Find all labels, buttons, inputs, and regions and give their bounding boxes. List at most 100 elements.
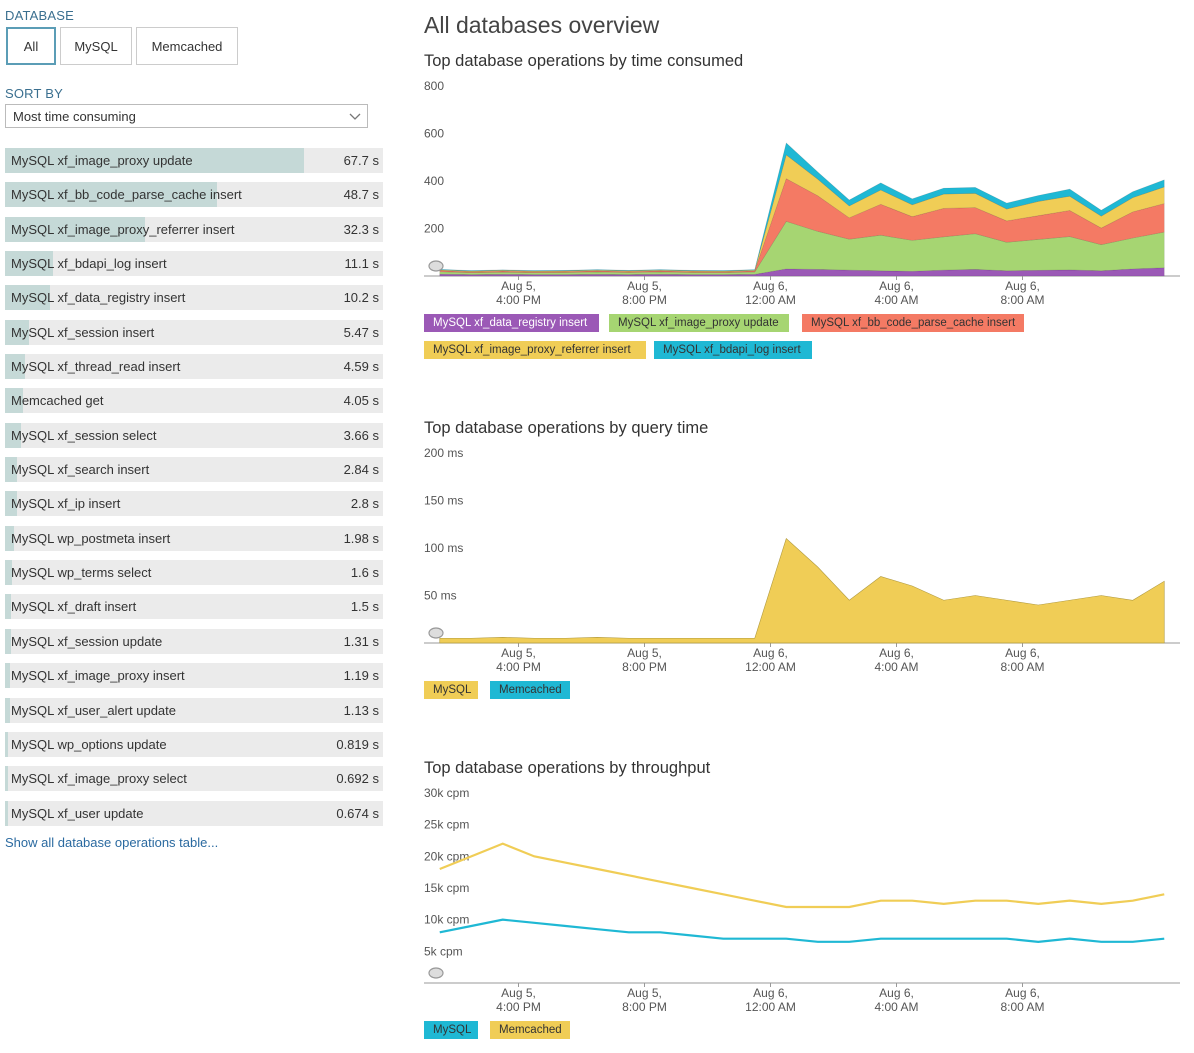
operation-value: 4.05 s: [343, 393, 379, 409]
operation-name: MySQL xf_image_proxy_referrer insert: [11, 221, 235, 237]
operation-value: 1.5 s: [350, 599, 379, 615]
operation-name: MySQL xf_draft insert: [11, 599, 137, 615]
operation-row[interactable]: MySQL xf_draft insert 1.5 s: [5, 594, 383, 620]
x-tick-label: Aug 6, 4:00 AM: [874, 643, 919, 674]
legend-item[interactable]: Memcached: [490, 681, 570, 699]
operation-value: 10.2 s: [343, 290, 379, 306]
operation-row[interactable]: MySQL xf_thread_read insert 4.59 s: [5, 354, 383, 380]
zoom-handle-icon: [428, 627, 444, 639]
filter-memcached-button[interactable]: Memcached: [136, 27, 238, 65]
operation-name: MySQL xf_thread_read insert: [11, 359, 181, 375]
operation-row[interactable]: MySQL wp_options update 0.819 s: [5, 731, 383, 757]
operation-bar-fill: [5, 354, 26, 380]
operation-row[interactable]: MySQL xf_user_alert update 1.13 s: [5, 697, 383, 723]
operation-row[interactable]: MySQL xf_session update 1.31 s: [5, 628, 383, 654]
operation-bar-fill: [5, 800, 9, 826]
legend-item[interactable]: MySQL xf_image_proxy_referrer insert: [424, 341, 646, 359]
operation-row[interactable]: MySQL xf_ip insert 2.8 s: [5, 491, 383, 517]
zoom-handle-icon: [428, 967, 444, 979]
operation-row[interactable]: MySQL xf_image_proxy update 67.7 s: [5, 148, 383, 173]
x-tick-label: Aug 6, 12:00 AM: [745, 643, 796, 674]
legend-item[interactable]: MySQL: [424, 1021, 478, 1039]
x-tick-label: Aug 6, 8:00 AM: [1000, 643, 1045, 674]
x-tick-text: Aug 5, 4:00 PM: [496, 646, 541, 674]
operation-row[interactable]: MySQL xf_bdapi_log insert 11.1 s: [5, 251, 383, 277]
x-tick-label: Aug 5, 4:00 PM: [496, 983, 541, 1014]
x-tick-text: Aug 5, 8:00 PM: [622, 279, 667, 307]
operation-row[interactable]: MySQL wp_postmeta insert 1.98 s: [5, 525, 383, 551]
x-tick-text: Aug 6, 12:00 AM: [745, 279, 796, 307]
operation-bar-fill: [5, 216, 145, 242]
legend-item[interactable]: MySQL xf_data_registry insert: [424, 314, 599, 332]
operation-name: MySQL xf_session update: [11, 633, 163, 649]
legend-item[interactable]: Memcached: [490, 1021, 570, 1039]
y-tick-label: 30k cpm: [424, 786, 469, 800]
sort-select[interactable]: Most time consuming: [5, 104, 368, 128]
x-tick-text: Aug 5, 8:00 PM: [622, 986, 667, 1014]
operation-value: 1.98 s: [343, 530, 379, 546]
operation-bar-fill: [5, 525, 14, 551]
x-tick-label: Aug 5, 4:00 PM: [496, 276, 541, 307]
show-all-operations-link[interactable]: Show all database operations table...: [5, 835, 219, 850]
operation-row[interactable]: MySQL xf_user update 0.674 s: [5, 800, 383, 826]
area-series-3: [439, 154, 1165, 273]
filter-all-button[interactable]: All: [6, 27, 56, 65]
x-tick-text: Aug 6, 8:00 AM: [1000, 646, 1044, 674]
operation-row[interactable]: MySQL xf_data_registry insert 10.2 s: [5, 285, 383, 311]
operation-row[interactable]: MySQL xf_image_proxy insert 1.19 s: [5, 663, 383, 689]
operation-value: 3.66 s: [343, 427, 379, 443]
legend-item[interactable]: MySQL xf_bdapi_log insert: [654, 341, 812, 359]
y-tick-label: 400: [424, 174, 444, 188]
x-tick-label: Aug 5, 8:00 PM: [622, 643, 667, 674]
operation-name: MySQL xf_search insert: [11, 462, 150, 478]
operation-bar-fill: [5, 388, 23, 414]
y-tick-label: 600: [424, 127, 444, 141]
legend-item[interactable]: MySQL: [424, 681, 478, 699]
operation-name: MySQL xf_data_registry insert: [11, 290, 186, 306]
operation-name: MySQL xf_image_proxy insert: [11, 668, 185, 684]
operation-row[interactable]: MySQL xf_session select 3.66 s: [5, 422, 383, 448]
operation-row[interactable]: MySQL xf_search insert 2.84 s: [5, 457, 383, 483]
x-tick-text: Aug 6, 8:00 AM: [1000, 279, 1044, 307]
operation-value: 4.59 s: [343, 359, 379, 375]
operation-value: 11.1 s: [344, 256, 379, 272]
x-tick-label: Aug 6, 12:00 AM: [745, 983, 796, 1014]
operation-bar-fill: [5, 766, 9, 792]
operation-value: 0.692 s: [336, 771, 379, 787]
operation-bar-fill: [5, 491, 18, 517]
operation-name: Memcached get: [11, 393, 104, 409]
operation-row[interactable]: MySQL xf_image_proxy select 0.692 s: [5, 766, 383, 792]
operation-value: 67.7 s: [343, 153, 379, 168]
y-tick-label: 200 ms: [424, 446, 463, 460]
x-tick-text: Aug 5, 8:00 PM: [622, 646, 667, 674]
operation-value: 1.31 s: [343, 633, 379, 649]
x-tick-label: Aug 5, 8:00 PM: [622, 276, 667, 307]
x-tick-text: Aug 6, 8:00 AM: [1000, 986, 1044, 1014]
operation-name: MySQL xf_image_proxy select: [11, 771, 187, 787]
operation-name: MySQL xf_session select: [11, 427, 157, 443]
legend-item[interactable]: MySQL xf_image_proxy update: [609, 314, 789, 332]
operation-row[interactable]: MySQL xf_bb_code_parse_cache insert 48.7 …: [5, 182, 383, 208]
y-tick-label: 5k cpm: [424, 944, 463, 958]
x-tick-label: Aug 5, 4:00 PM: [496, 643, 541, 674]
filter-mysql-button[interactable]: MySQL: [60, 27, 132, 65]
operation-row[interactable]: MySQL wp_terms select 1.6 s: [5, 560, 383, 586]
operation-row[interactable]: MySQL xf_session insert 5.47 s: [5, 319, 383, 345]
database-filter: All MySQL Memcached: [6, 27, 238, 65]
operation-bar-fill: [5, 285, 50, 311]
y-tick-label: 10k cpm: [424, 913, 469, 927]
y-tick-label: 50 ms: [424, 589, 457, 603]
operation-row[interactable]: Memcached get 4.05 s: [5, 388, 383, 414]
operation-name: MySQL xf_user update: [11, 805, 144, 821]
operation-value: 0.674 s: [336, 805, 379, 821]
operation-value: 2.8 s: [350, 496, 379, 512]
x-tick-label: Aug 6, 4:00 AM: [874, 276, 919, 307]
y-tick-label: 100 ms: [424, 541, 463, 555]
operation-name: MySQL wp_postmeta insert: [11, 530, 171, 546]
y-tick-label: 25k cpm: [424, 818, 469, 832]
operation-bar-fill: [5, 663, 11, 689]
operation-value: 1.13 s: [343, 702, 379, 718]
x-tick-text: Aug 6, 12:00 AM: [745, 986, 796, 1014]
legend-item[interactable]: MySQL xf_bb_code_parse_cache insert: [802, 314, 1024, 332]
operation-row[interactable]: MySQL xf_image_proxy_referrer insert 32.3…: [5, 216, 383, 242]
